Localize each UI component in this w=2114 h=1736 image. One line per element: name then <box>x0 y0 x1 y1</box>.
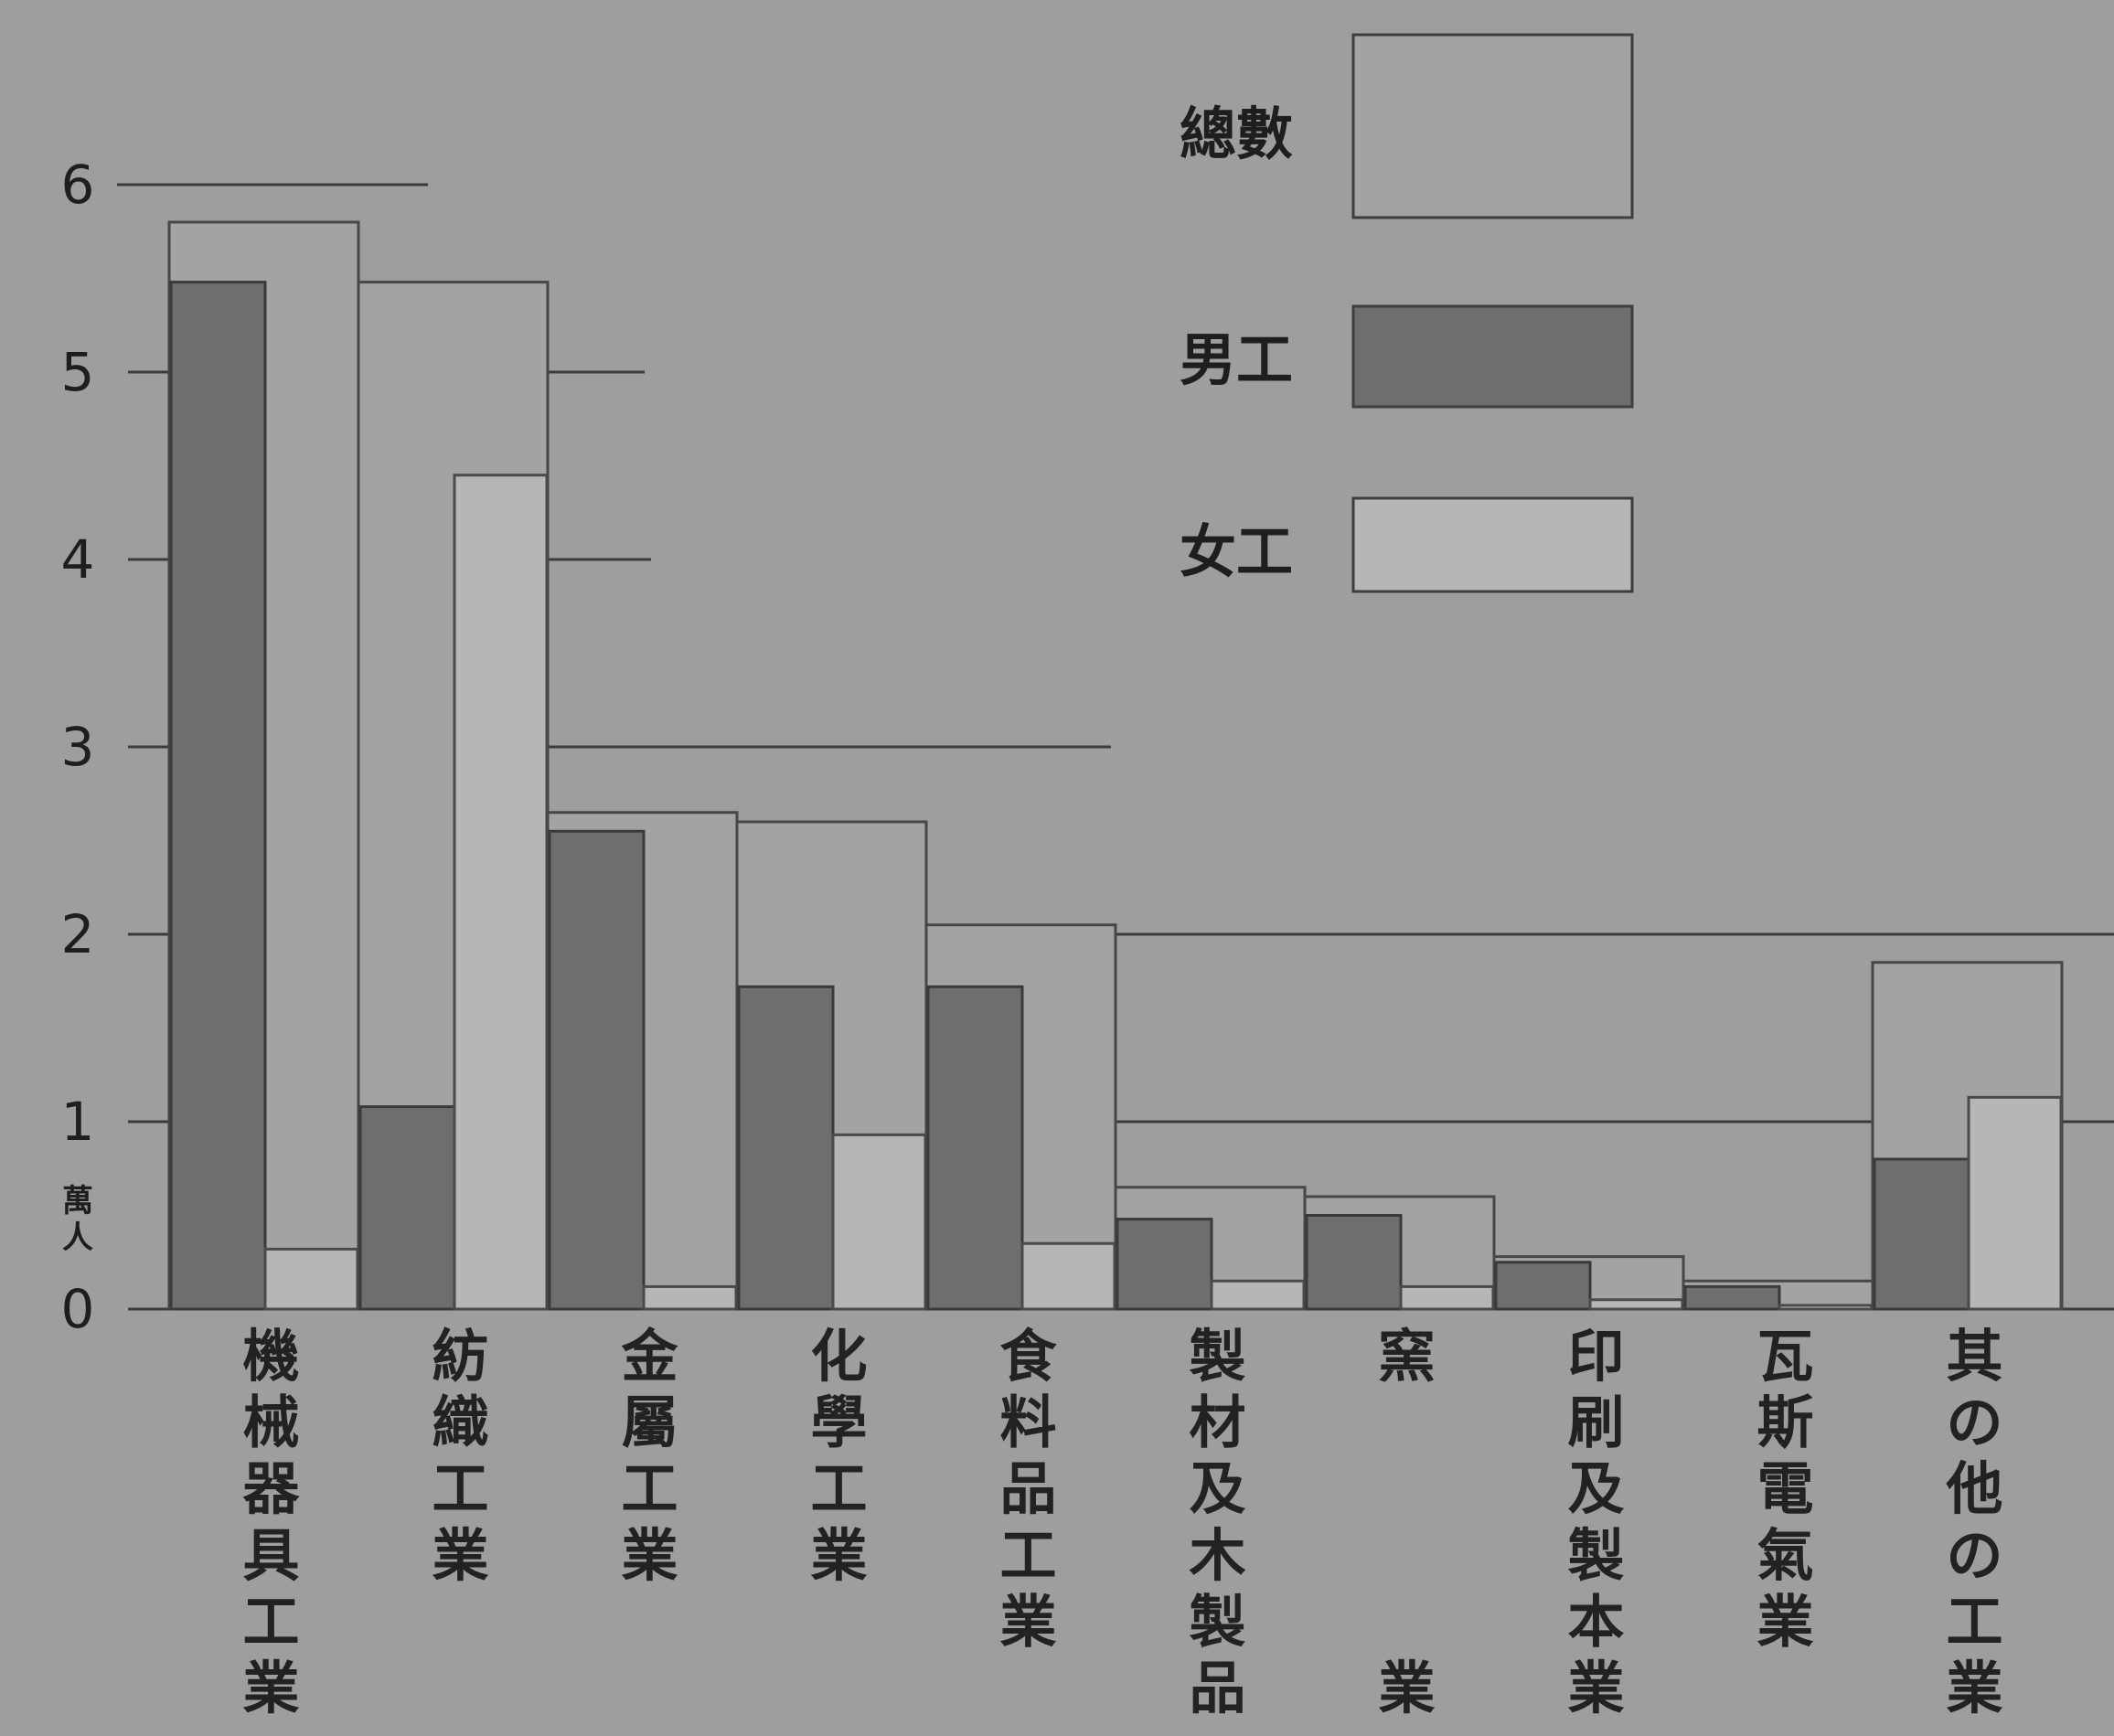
x-category-label: 業 <box>621 1522 678 1589</box>
x-category-label: 及 <box>1567 1455 1624 1522</box>
x-category-label: 瓦 <box>1756 1323 1813 1390</box>
x-category-label: 器 <box>242 1455 300 1522</box>
x-category-label: 及 <box>1189 1455 1245 1522</box>
legend-swatch <box>1351 33 1634 219</box>
x-category-label: 料 <box>999 1390 1056 1456</box>
bar-female <box>1588 1298 1684 1311</box>
bar-male <box>548 829 646 1311</box>
x-category-label: 工 <box>432 1455 488 1522</box>
x-category-label: 工 <box>242 1588 299 1655</box>
y-tick-label: 1 <box>61 1091 95 1153</box>
x-category-label: 品 <box>999 1455 1056 1522</box>
bar-female <box>1399 1284 1495 1311</box>
bar-male <box>1873 1157 1970 1311</box>
x-category-label: 製 <box>1189 1323 1245 1390</box>
y-tick-label: 3 <box>61 716 95 778</box>
x-category-label: 斯 <box>1756 1390 1813 1456</box>
legend-label: 男工 <box>1180 326 1293 393</box>
bar-female <box>263 1247 359 1311</box>
bar-male <box>1683 1284 1781 1311</box>
x-category-label: 窯 <box>1378 1323 1435 1390</box>
legend-swatch <box>1351 304 1634 409</box>
x-category-label: 品 <box>1189 1655 1245 1721</box>
y-tick-label: 4 <box>61 528 95 591</box>
x-category-label: 業 <box>242 1655 299 1721</box>
x-category-label: 製 <box>1567 1522 1624 1589</box>
x-category-label: 化 <box>810 1323 867 1390</box>
x-category-label: 本 <box>1567 1588 1624 1655</box>
bar-female <box>1210 1279 1306 1311</box>
x-category-label: 業 <box>999 1588 1056 1655</box>
x-category-label: 業 <box>1756 1588 1813 1655</box>
x-category-label: の <box>1946 1522 2002 1589</box>
x-category-label: 金 <box>620 1323 678 1390</box>
bar-male <box>926 985 1024 1311</box>
x-category-label: 業 <box>1946 1655 2002 1721</box>
bar-female <box>1778 1304 1874 1311</box>
y-tick-label: 0 <box>61 1278 95 1340</box>
x-category-label: 具 <box>242 1522 299 1589</box>
x-category-label: 織 <box>432 1390 488 1456</box>
legend-swatch <box>1351 496 1634 593</box>
x-category-label: 他 <box>1945 1455 2002 1522</box>
x-category-label: 工 <box>999 1522 1056 1589</box>
x-category-label: 材 <box>1189 1390 1245 1456</box>
y-unit-label: 萬 <box>62 1183 93 1219</box>
x-category-label: 食 <box>999 1323 1057 1390</box>
bar-male <box>169 281 267 1311</box>
bar-female <box>1967 1095 2063 1311</box>
x-category-label: 電 <box>1756 1455 1813 1522</box>
bar-male <box>1494 1261 1592 1311</box>
x-category-label: 械 <box>242 1390 299 1456</box>
bar-female <box>453 474 549 1311</box>
x-category-label: 刷 <box>1567 1390 1624 1456</box>
x-category-label: 印 <box>1567 1323 1624 1390</box>
x-category-label: 工 <box>810 1455 867 1522</box>
x-category-label: 木 <box>1189 1522 1245 1589</box>
legend-label: 總數 <box>1180 101 1293 167</box>
x-category-label: の <box>1946 1390 2002 1456</box>
x-category-label: 製 <box>1189 1588 1245 1655</box>
bar-male <box>737 985 835 1311</box>
x-category-label: 氣 <box>1756 1522 1813 1589</box>
x-category-label: 其 <box>1946 1323 2002 1390</box>
y-tick-label: 6 <box>61 154 95 216</box>
legend-label: 女工 <box>1180 518 1293 585</box>
x-category-label: 工 <box>621 1455 678 1522</box>
x-category-label: 學 <box>810 1390 867 1456</box>
x-category-label: 業 <box>810 1522 867 1589</box>
x-category-label: 業 <box>1567 1655 1624 1721</box>
y-unit-label: 人 <box>62 1219 93 1256</box>
x-category-label: 機 <box>242 1323 299 1390</box>
bar-female <box>1020 1241 1116 1311</box>
bar-male <box>1116 1218 1213 1311</box>
x-category-label: 紡 <box>432 1323 488 1390</box>
bar-female <box>831 1133 927 1311</box>
x-category-label: 屬 <box>621 1390 678 1456</box>
x-category-label: 工 <box>1946 1588 2002 1655</box>
bar-female <box>642 1284 738 1311</box>
x-category-label: 業 <box>432 1522 488 1589</box>
bar-male <box>358 1105 456 1311</box>
y-tick-label: 5 <box>61 341 95 403</box>
x-category-label: 業 <box>1378 1655 1435 1721</box>
bar-male <box>1305 1214 1403 1311</box>
y-tick-label: 2 <box>61 903 95 965</box>
